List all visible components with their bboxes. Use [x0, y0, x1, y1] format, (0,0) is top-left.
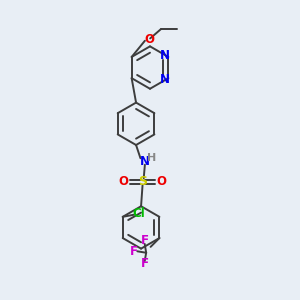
Text: Cl: Cl [133, 207, 145, 220]
Text: O: O [118, 175, 128, 188]
Text: O: O [157, 175, 167, 188]
Text: N: N [160, 73, 170, 86]
Text: O: O [144, 33, 154, 46]
Text: H: H [147, 153, 156, 163]
Text: S: S [138, 175, 147, 188]
Text: N: N [140, 155, 150, 168]
Text: F: F [141, 235, 149, 248]
Text: N: N [160, 49, 170, 62]
Text: F: F [141, 257, 149, 270]
Text: F: F [130, 245, 138, 258]
